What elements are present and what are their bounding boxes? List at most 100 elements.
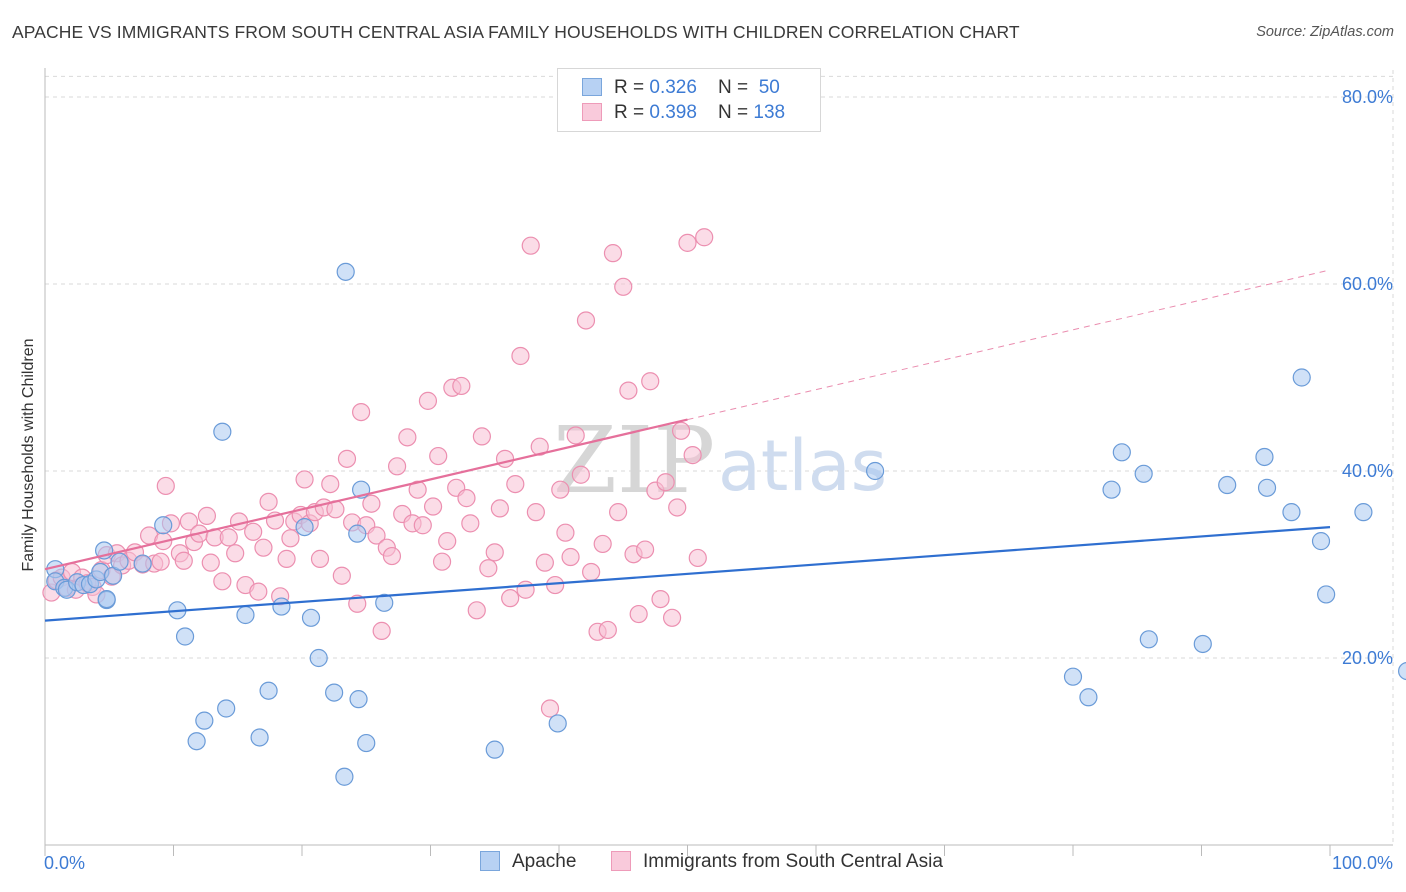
immigrants-point [526, 503, 545, 522]
immigrants-point [362, 494, 381, 513]
apache-point [259, 681, 278, 700]
immigrants-point [310, 549, 330, 568]
watermark-atlas: atlas [718, 425, 887, 507]
immigrants-trend-line [44, 418, 688, 571]
apache-point [236, 605, 255, 625]
stats-legend: R = 0.326 N = 50 R = 0.398 N = 138 [557, 68, 821, 132]
apache-point [1063, 667, 1083, 686]
y-tick-label: 60.0% [1342, 274, 1393, 294]
immigrants-point [387, 457, 407, 476]
immigrants-point [551, 480, 570, 499]
y-tick-label: 80.0% [1342, 87, 1393, 107]
apache-point [335, 767, 354, 786]
immigrants-point [651, 589, 670, 609]
immigrants-point [372, 621, 391, 640]
immigrants-point [668, 498, 687, 517]
legend-n-value: 138 [753, 102, 786, 123]
immigrants-point [678, 233, 697, 252]
immigrants-point [352, 402, 371, 422]
immigrants-point [249, 582, 268, 601]
immigrants-point [348, 594, 367, 613]
immigrants-point [662, 608, 682, 627]
legend-r-label: R = [614, 102, 650, 123]
x-tick-label-min: 0.0% [44, 853, 85, 873]
immigrants-point [281, 529, 300, 548]
immigrants-point [467, 601, 486, 620]
immigrants-point [593, 534, 612, 554]
watermark: ZIP atlas [553, 407, 887, 514]
immigrants-point [213, 572, 232, 591]
immigrants-point [566, 426, 585, 445]
grid-lines [45, 70, 1394, 845]
immigrants-point [479, 559, 498, 578]
immigrants-point [511, 346, 530, 366]
apache-point [1257, 478, 1277, 497]
legend-n-value: 50 [753, 77, 780, 98]
immigrants-point [367, 526, 386, 545]
apache-point [1317, 585, 1336, 604]
apache-trend-line [44, 526, 1331, 622]
immigrants-point [382, 546, 402, 566]
immigrants-point [598, 620, 617, 640]
immigrants-point [259, 492, 278, 511]
immigrants-point [546, 575, 565, 595]
bottom-legend-swatch-immigrants [611, 851, 631, 871]
immigrants-point [695, 228, 714, 247]
axes [44, 68, 1393, 856]
immigrants-point [418, 391, 438, 410]
immigrants-point [576, 311, 596, 330]
apache-point [866, 461, 885, 481]
immigrants-point [337, 449, 357, 468]
immigrants-point [254, 538, 273, 557]
apache-point [325, 683, 344, 702]
immigrants-point [561, 547, 580, 567]
apache-point [485, 740, 504, 759]
apache-point [1218, 475, 1237, 495]
apache-point [97, 589, 116, 609]
immigrants-point [641, 372, 660, 391]
y-tick-label: 40.0% [1342, 461, 1393, 481]
legend-r-label: R = [614, 77, 650, 98]
immigrants-point [452, 376, 471, 396]
immigrants-point [490, 499, 509, 518]
apache-point [349, 690, 368, 709]
immigrants-point [174, 551, 193, 570]
bottom-legend-label-apache: Apache [512, 851, 577, 872]
immigrants-point [683, 446, 702, 465]
immigrants-point [485, 543, 504, 562]
apache-point [1079, 688, 1098, 707]
apache-point [133, 554, 152, 573]
apache-point [187, 732, 206, 751]
immigrants-point [603, 244, 623, 263]
immigrants-point [197, 506, 217, 525]
apache-point [1255, 447, 1274, 467]
immigrants-point [521, 236, 540, 255]
legend-swatch-apache [582, 78, 602, 96]
immigrants-point [413, 516, 432, 535]
apache-point [195, 711, 214, 730]
legend-r-value: 0.326 [649, 77, 697, 98]
apache-point [1292, 368, 1311, 387]
immigrants-trend-extension [687, 269, 1331, 421]
immigrants-point [472, 427, 491, 446]
immigrants-point [535, 553, 554, 572]
legend-r-value: 0.398 [649, 102, 697, 123]
immigrants-point [179, 512, 199, 531]
immigrants-point [321, 474, 340, 494]
apache-point [272, 597, 291, 616]
apache-point [301, 608, 321, 627]
apache-point [548, 714, 567, 733]
immigrants-point [461, 514, 480, 533]
legend-n-label: N = [718, 77, 754, 98]
apache-point [336, 262, 355, 281]
immigrants-point [277, 549, 296, 568]
immigrants-point [619, 381, 638, 400]
y-axis-label: Family Households with Children [20, 339, 37, 572]
immigrants-point [656, 473, 675, 492]
immigrants-point [398, 428, 417, 447]
apache-point [309, 648, 328, 668]
apache-point [250, 728, 269, 747]
immigrants-point [501, 589, 520, 608]
immigrants-point [226, 544, 245, 563]
